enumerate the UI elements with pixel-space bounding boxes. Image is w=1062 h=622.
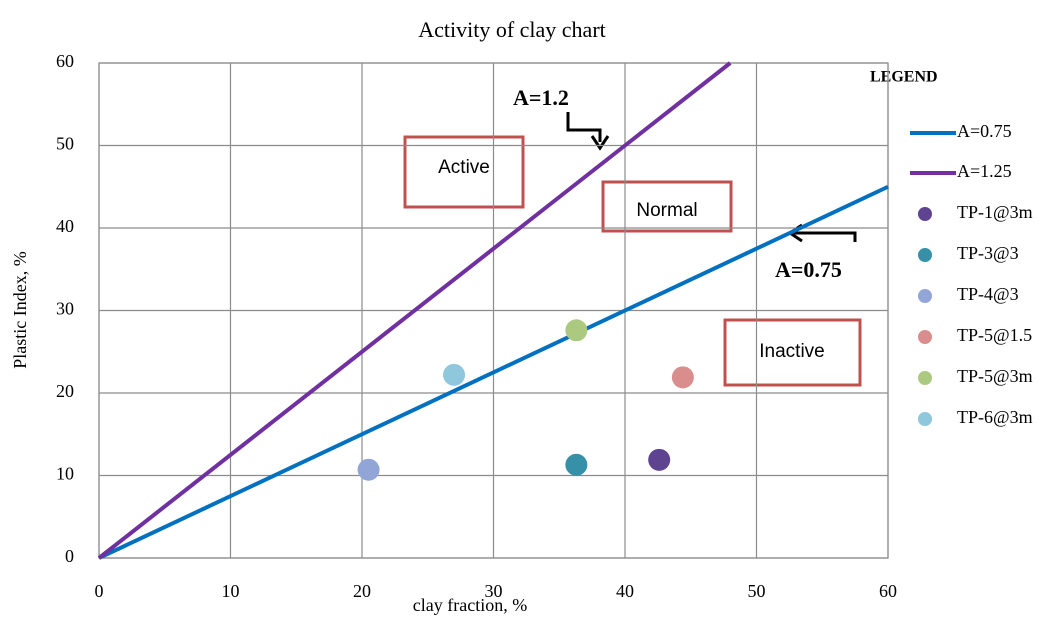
- legend-swatch: [918, 330, 932, 344]
- annotation: Active: [438, 157, 490, 178]
- legend-swatch: [918, 207, 932, 221]
- annotation-box: [403, 135, 525, 209]
- legend-swatch: [918, 248, 932, 262]
- legend-title: LEGEND: [870, 69, 938, 86]
- line-series: [98, 184, 889, 560]
- legend-label: TP-5@3m: [957, 366, 1033, 386]
- annotation: Inactive: [759, 341, 824, 362]
- chart-title: Activity of clay chart: [418, 17, 606, 42]
- y-tick-label: 40: [56, 216, 74, 236]
- legend-label: A=0.75: [957, 121, 1012, 141]
- x-tick-label: 10: [222, 581, 240, 601]
- y-tick-label: 0: [65, 546, 74, 566]
- y-tick-label: 60: [56, 51, 74, 71]
- annotation-box: [601, 180, 733, 233]
- annotation: Normal: [636, 200, 697, 221]
- scatter-point: [648, 448, 671, 471]
- y-tick-label: 20: [56, 381, 74, 401]
- legend-swatch: [918, 289, 932, 303]
- x-tick-label: 50: [748, 581, 766, 601]
- x-tick-label: 60: [879, 581, 897, 601]
- annotation: A=0.75: [775, 257, 842, 282]
- scatter-point: [671, 366, 694, 389]
- annotation-box: [723, 318, 862, 387]
- x-tick-label: 0: [95, 581, 104, 601]
- legend-label: TP-6@3m: [957, 407, 1033, 427]
- annotation-arrow: [590, 135, 610, 151]
- legend-label: TP-4@3: [957, 284, 1019, 304]
- legend-label: A=1.25: [957, 161, 1012, 181]
- y-tick-label: 50: [56, 134, 74, 154]
- y-axis-label: Plastic Index, %: [10, 251, 30, 368]
- legend-label: TP-3@3: [957, 243, 1019, 263]
- plot-border: [98, 62, 889, 559]
- annotation-arrow: [566, 112, 602, 142]
- x-tick-label: 30: [485, 581, 503, 601]
- scatter-point: [565, 319, 588, 342]
- x-axis-label: clay fraction, %: [413, 595, 527, 615]
- annotation: A=1.2: [513, 85, 569, 110]
- scatter-point: [443, 363, 466, 386]
- x-tick-label: 40: [616, 581, 634, 601]
- scatter-point: [565, 453, 588, 476]
- legend-label: TP-5@1.5: [957, 325, 1032, 345]
- legend-label: TP-1@3m: [957, 202, 1033, 222]
- legend-swatch: [918, 412, 932, 426]
- annotation-arrow: [792, 231, 857, 242]
- y-tick-label: 30: [56, 299, 74, 319]
- x-tick-label: 20: [353, 581, 371, 601]
- y-tick-label: 10: [56, 464, 74, 484]
- scatter-point: [357, 458, 380, 481]
- legend-swatch: [918, 371, 932, 385]
- line-series: [97, 61, 732, 560]
